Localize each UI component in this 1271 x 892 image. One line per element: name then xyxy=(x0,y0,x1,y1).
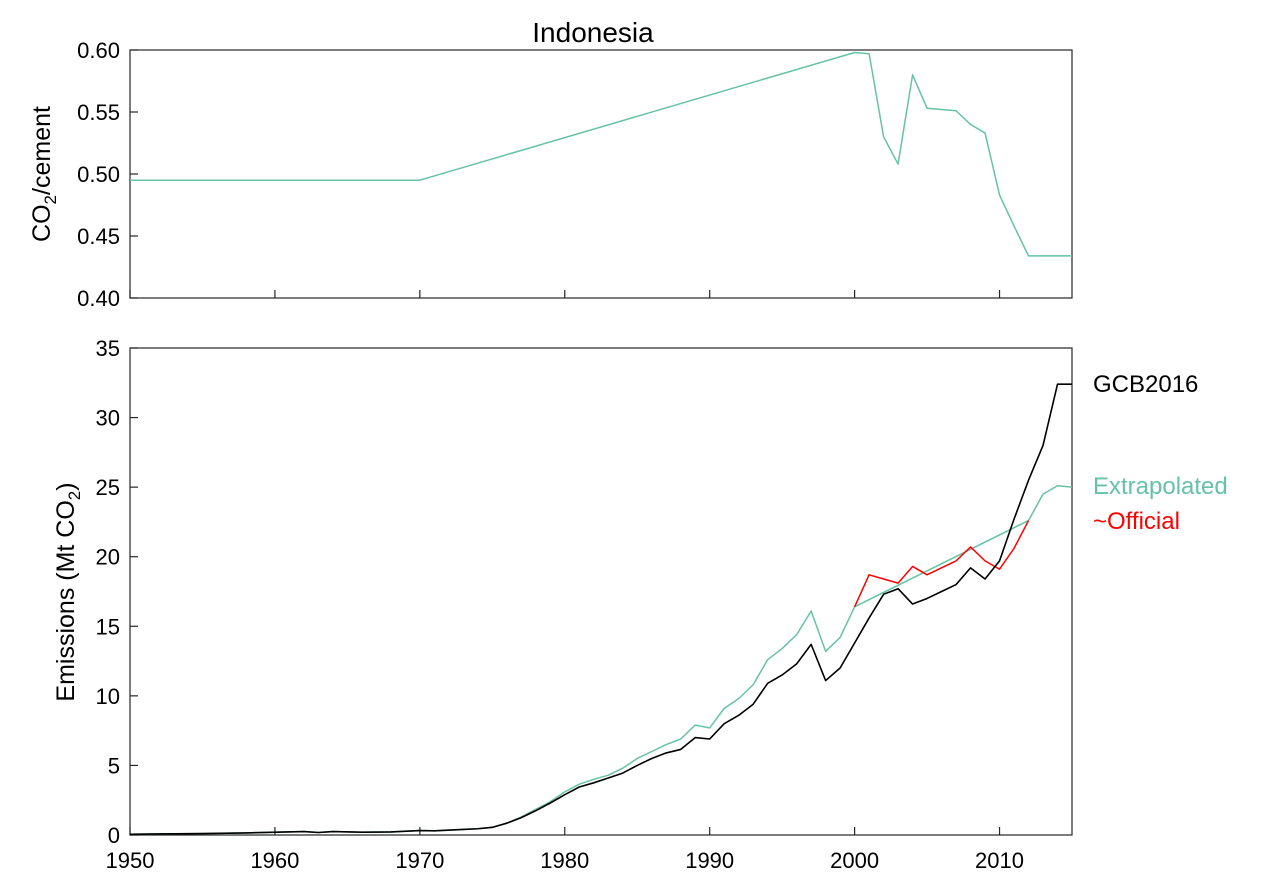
bottom-x-tick-label: 1970 xyxy=(395,848,444,873)
top-y-tick-label: 0.60 xyxy=(77,38,120,63)
bottom-x-tick-label: 2010 xyxy=(975,848,1024,873)
bottom-y-tick-label: 30 xyxy=(96,406,120,431)
top-series-layer xyxy=(130,51,1072,257)
legend-official: ~Official xyxy=(1093,508,1180,535)
bottom-axis-ticks: 0 5 10 15 20 25 30 35 1950 1960 1970 1980 1990 2000 20… xyxy=(96,336,1024,873)
top-y-ticks: 0.40 0.45 0.50 0.55 0.60 xyxy=(77,38,1001,311)
legend-extrapolated: Extrapolated xyxy=(1093,473,1228,500)
bottom-x-tick-label: 1950 xyxy=(106,848,155,873)
bottom-x-tick-label: 1960 xyxy=(250,848,299,873)
bottom-x-tick-label: 1990 xyxy=(685,848,734,873)
top-y-tick-label: 0.55 xyxy=(77,100,120,125)
bottom-series-line-official xyxy=(853,520,1030,608)
bottom-y-tick-label: 10 xyxy=(96,684,120,709)
top-y-tick-label: 0.50 xyxy=(77,162,120,187)
bottom-y-tick-label: 0 xyxy=(108,823,120,848)
legend-gcb2016: GCB2016 xyxy=(1093,371,1198,398)
bottom-y-tick-label: 5 xyxy=(108,753,120,778)
bottom-y-axis-label: Emissions (Mt CO2) xyxy=(52,482,84,701)
top-y-axis-label: CO2/cement xyxy=(28,106,60,242)
bottom-series-layer xyxy=(129,383,1073,836)
bottom-plot-frame xyxy=(129,347,1073,836)
bottom-x-tick-label: 2000 xyxy=(830,848,879,873)
bottom-y-tick-label: 20 xyxy=(96,545,120,570)
top-panel-co2-per-cement: 0.40 0.45 0.50 0.55 0.60 CO2/cement xyxy=(28,38,1073,311)
bottom-y-tick-label: 25 xyxy=(96,475,120,500)
chart-title: Indonesia xyxy=(532,17,654,48)
bottom-x-tick-label: 1980 xyxy=(540,848,589,873)
bottom-panel-emissions: 0 5 10 15 20 25 30 35 1950 1960 1970 1980 1990 2000 20… xyxy=(52,336,1228,873)
bottom-y-tick-label: 15 xyxy=(96,614,120,639)
top-y-tick-label: 0.40 xyxy=(77,286,120,311)
bottom-series-line-gcb2016 xyxy=(129,383,1072,836)
top-y-tick-label: 0.45 xyxy=(77,224,120,249)
top-series-line-co2-per-cement xyxy=(130,51,1072,257)
bottom-y-tick-label: 35 xyxy=(96,336,120,361)
